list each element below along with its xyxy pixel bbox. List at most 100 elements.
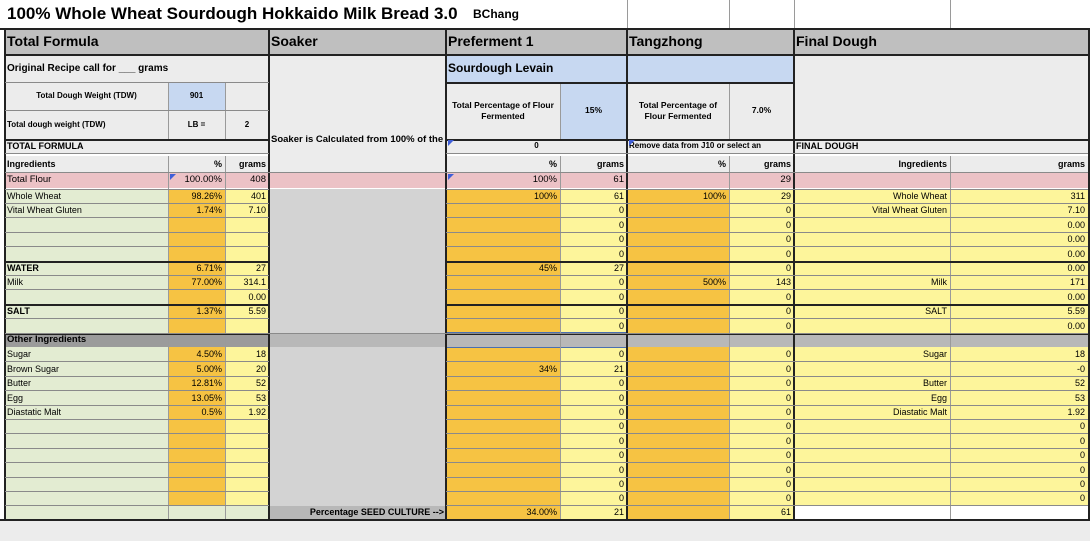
ingredient-pct[interactable]: 12.81% xyxy=(168,376,225,390)
ingredient-name[interactable]: Milk xyxy=(5,275,168,289)
preferment-pct[interactable] xyxy=(446,275,560,289)
ingredient-pct[interactable] xyxy=(168,247,225,261)
sourdough-levain-label[interactable]: Sourdough Levain xyxy=(446,55,627,82)
tangzhong-grams[interactable]: 29 xyxy=(729,189,794,203)
tangzhong-pct[interactable] xyxy=(627,491,729,505)
ingredient-grams[interactable] xyxy=(225,477,269,491)
ingredient-grams[interactable]: 0.00 xyxy=(225,290,269,304)
ingredient-pct[interactable]: 13.05% xyxy=(168,391,225,405)
seed-culture-label[interactable]: Percentage SEED CULTURE --> xyxy=(269,506,446,519)
tangzhong-grams[interactable]: 0 xyxy=(729,434,794,448)
final-dough-grams[interactable]: 0.00 xyxy=(950,261,1088,275)
tangzhong-pct[interactable] xyxy=(627,290,729,304)
preferment-grams[interactable]: 0 xyxy=(560,203,627,217)
ingredient-grams[interactable]: 7.10 xyxy=(225,203,269,217)
tangzhong-pct[interactable] xyxy=(627,261,729,275)
final-dough-name[interactable] xyxy=(794,477,950,491)
tangzhong-grams[interactable]: 0 xyxy=(729,362,794,376)
preferment-grams[interactable]: 61 xyxy=(560,189,627,203)
original-recipe-label[interactable]: Original Recipe call for ___ grams xyxy=(5,55,269,82)
ingredient-pct[interactable]: 6.71% xyxy=(168,261,225,275)
ingredient-grams[interactable] xyxy=(225,463,269,477)
final-dough-grams[interactable]: 0.00 xyxy=(950,247,1088,261)
final-dough-grams[interactable]: 0 xyxy=(950,434,1088,448)
ingredient-grams[interactable]: 27 xyxy=(225,261,269,275)
preferment-zero[interactable]: 0 xyxy=(446,139,627,153)
ingredient-name[interactable] xyxy=(5,319,168,333)
comment-indicator-icon[interactable] xyxy=(170,174,176,180)
ingredient-pct[interactable] xyxy=(168,419,225,433)
tangzhong-grams[interactable]: 0 xyxy=(729,448,794,462)
tangzhong-pct-value[interactable]: 7.0% xyxy=(729,82,794,139)
preferment-grams[interactable]: 0 xyxy=(560,218,627,232)
tangzhong-grams[interactable]: 0 xyxy=(729,391,794,405)
preferment-grams[interactable]: 0 xyxy=(560,477,627,491)
final-dough-grams[interactable]: 7.10 xyxy=(950,203,1088,217)
tangzhong-pct[interactable] xyxy=(627,347,729,361)
final-dough-name[interactable] xyxy=(794,247,950,261)
ingredient-grams[interactable] xyxy=(225,434,269,448)
tangzhong-pct[interactable] xyxy=(627,304,729,318)
other-ingredients-label[interactable]: Other Ingredients xyxy=(5,333,269,347)
final-dough-grams[interactable]: 0 xyxy=(950,448,1088,462)
preferment-pct[interactable] xyxy=(446,247,560,261)
section-soaker[interactable]: Soaker xyxy=(269,29,446,54)
ingredient-grams[interactable]: 1.92 xyxy=(225,405,269,419)
ingredient-name[interactable]: Egg xyxy=(5,391,168,405)
final-dough-name[interactable] xyxy=(794,290,950,304)
tangzhong-pct-label[interactable]: Total Percentage of Flour Fermented xyxy=(627,82,729,139)
final-dough-name[interactable] xyxy=(794,419,950,433)
tangzhong-grams[interactable]: 0 xyxy=(729,261,794,275)
preferment-grams[interactable]: 0 xyxy=(560,491,627,505)
tangzhong-grams[interactable]: 0 xyxy=(729,477,794,491)
preferment-pct[interactable]: 100% xyxy=(446,189,560,203)
tangzhong-pct[interactable]: 500% xyxy=(627,275,729,289)
ingredient-grams[interactable]: 20 xyxy=(225,362,269,376)
final-dough-name[interactable] xyxy=(794,463,950,477)
final-dough-grams[interactable]: 0.00 xyxy=(950,218,1088,232)
preferment-pct[interactable] xyxy=(446,419,560,433)
ingredient-pct[interactable] xyxy=(168,491,225,505)
ingredient-name[interactable] xyxy=(5,290,168,304)
ingredient-pct[interactable] xyxy=(168,463,225,477)
total-flour-pre-grams[interactable]: 61 xyxy=(560,172,627,188)
final-dough-name[interactable] xyxy=(794,261,950,275)
tangzhong-pct[interactable] xyxy=(627,362,729,376)
final-dough-name[interactable] xyxy=(794,319,950,333)
ingredient-pct[interactable]: 4.50% xyxy=(168,347,225,361)
ingredient-pct[interactable]: 5.00% xyxy=(168,362,225,376)
final-dough-grams[interactable]: 0 xyxy=(950,491,1088,505)
ingredient-name[interactable] xyxy=(5,463,168,477)
lb-value[interactable]: 2 xyxy=(225,110,269,139)
preferment-pct[interactable] xyxy=(446,304,560,318)
ingredient-name[interactable] xyxy=(5,434,168,448)
tdw-lb-label[interactable]: Total dough weight (TDW) xyxy=(5,110,168,139)
section-final-dough[interactable]: Final Dough xyxy=(794,29,1088,54)
ingredient-grams[interactable]: 5.59 xyxy=(225,304,269,318)
tangzhong-pct[interactable] xyxy=(627,419,729,433)
preferment-pct[interactable]: 34% xyxy=(446,362,560,376)
final-dough-grams[interactable]: 0.00 xyxy=(950,232,1088,246)
preferment-pct[interactable] xyxy=(446,448,560,462)
tangzhong-pct[interactable] xyxy=(627,448,729,462)
preferment-grams[interactable]: 0 xyxy=(560,304,627,318)
ingredient-grams[interactable] xyxy=(225,448,269,462)
preferment-grams[interactable]: 0 xyxy=(560,232,627,246)
preferment-pct[interactable] xyxy=(446,218,560,232)
preferment-pct[interactable]: 45% xyxy=(446,261,560,275)
ingredient-grams[interactable]: 18 xyxy=(225,347,269,361)
ingredient-name[interactable]: Whole Wheat xyxy=(5,189,168,203)
ingredient-grams[interactable] xyxy=(225,247,269,261)
ingredient-name[interactable]: Sugar xyxy=(5,347,168,361)
tangzhong-grams[interactable]: 0 xyxy=(729,491,794,505)
final-dough-grams[interactable]: 18 xyxy=(950,347,1088,361)
ingredient-name[interactable]: WATER xyxy=(5,261,168,275)
ingredient-grams[interactable]: 53 xyxy=(225,391,269,405)
final-dough-name[interactable] xyxy=(794,232,950,246)
section-tangzhong[interactable]: Tangzhong xyxy=(627,29,794,54)
final-dough-caps[interactable]: FINAL DOUGH xyxy=(794,139,1088,153)
tangzhong-grams[interactable]: 0 xyxy=(729,232,794,246)
ingredient-pct[interactable] xyxy=(168,290,225,304)
final-dough-grams[interactable]: 311 xyxy=(950,189,1088,203)
final-dough-name[interactable] xyxy=(794,448,950,462)
